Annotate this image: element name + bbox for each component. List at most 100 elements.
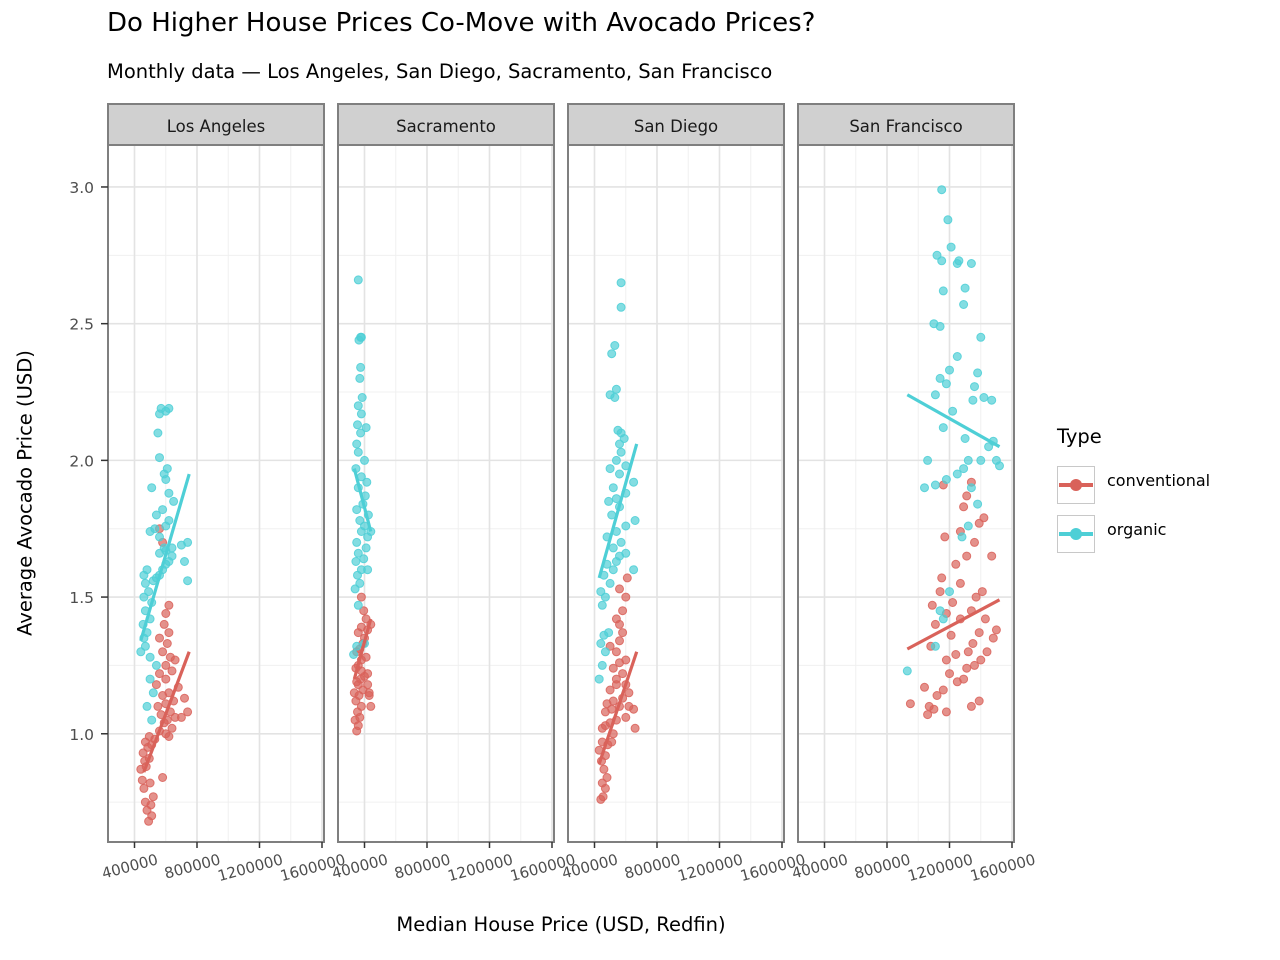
data-point-conventional xyxy=(951,650,961,659)
data-point-organic xyxy=(941,379,951,389)
data-point-organic xyxy=(930,390,940,400)
facet-strip-label: Los Angeles xyxy=(167,117,266,136)
data-point-organic xyxy=(621,521,631,531)
data-point-conventional xyxy=(140,797,150,807)
data-point-organic xyxy=(611,384,621,394)
data-point-organic xyxy=(355,516,365,525)
data-point-organic xyxy=(935,373,945,383)
data-point-organic xyxy=(155,532,164,542)
data-point-organic xyxy=(604,496,614,506)
data-point-organic xyxy=(151,510,161,520)
data-point-organic xyxy=(948,406,958,416)
data-point-conventional xyxy=(621,655,631,665)
x-tick-label: 1600000 xyxy=(968,850,1037,885)
data-point-conventional xyxy=(974,628,984,638)
data-point-organic xyxy=(608,483,618,493)
facet-strip xyxy=(107,103,325,146)
y-tick-label: 1.5 xyxy=(69,589,94,607)
data-point-organic xyxy=(902,666,912,676)
data-point-organic xyxy=(352,439,362,449)
data-point-organic xyxy=(144,587,154,597)
data-point-conventional xyxy=(980,614,990,624)
data-point-organic xyxy=(938,423,948,433)
trend-line-conventional xyxy=(597,651,639,765)
data-point-organic xyxy=(359,554,369,564)
trend-line-organic xyxy=(352,468,373,532)
data-point-conventional xyxy=(137,775,147,785)
data-point-organic xyxy=(611,455,621,465)
data-point-organic xyxy=(596,639,606,648)
data-point-conventional xyxy=(946,630,956,640)
data-point-conventional xyxy=(162,639,172,648)
data-point-conventional xyxy=(955,578,965,588)
trend-line-organic xyxy=(139,473,191,642)
chart-subtitle: Monthly data — Los Angeles, San Diego, S… xyxy=(107,60,773,83)
data-point-conventional xyxy=(941,655,951,665)
data-point-conventional xyxy=(356,622,366,632)
data-point-conventional xyxy=(624,688,634,698)
data-point-organic xyxy=(355,373,365,383)
data-point-organic xyxy=(959,300,969,309)
data-point-organic xyxy=(353,548,363,558)
data-point-organic xyxy=(616,537,626,547)
data-point-organic xyxy=(935,321,945,331)
data-point-conventional xyxy=(364,688,374,698)
data-point-conventional xyxy=(905,699,915,709)
data-point-conventional xyxy=(608,696,618,706)
data-point-organic xyxy=(352,641,362,651)
x-tick-label: 800000 xyxy=(852,850,912,882)
x-axis-label: Median House Price (USD, Redfin) xyxy=(396,913,726,936)
data-point-organic xyxy=(621,548,631,558)
data-point-organic xyxy=(937,185,947,195)
legend-dot-conventional xyxy=(1070,479,1082,491)
x-tick-label: 1200000 xyxy=(216,850,285,885)
data-point-conventional xyxy=(974,696,984,706)
data-point-conventional xyxy=(615,584,624,594)
data-point-conventional xyxy=(970,537,979,547)
panel-background xyxy=(798,145,1014,842)
data-point-organic xyxy=(183,537,193,547)
data-point-conventional xyxy=(161,674,171,684)
data-point-organic xyxy=(920,483,929,493)
x-tick-label: 1200000 xyxy=(446,850,515,885)
data-point-organic xyxy=(952,352,962,361)
legend-label-conventional: conventional xyxy=(1107,471,1211,490)
trend-line-conventional xyxy=(142,651,191,773)
data-point-conventional xyxy=(598,792,608,802)
data-point-organic xyxy=(161,406,171,416)
data-point-organic xyxy=(183,576,193,586)
data-point-organic xyxy=(145,674,155,684)
chart-title: Do Higher House Prices Co-Move with Avoc… xyxy=(107,8,816,38)
data-point-organic xyxy=(352,505,362,515)
facet-strip xyxy=(797,103,1015,146)
data-point-conventional xyxy=(924,701,934,711)
legend-item-conventional: conventional xyxy=(1057,466,1277,506)
data-point-organic xyxy=(147,483,157,493)
data-point-conventional xyxy=(602,773,612,782)
data-point-organic xyxy=(608,565,618,575)
data-point-conventional xyxy=(145,778,155,788)
data-point-organic xyxy=(945,365,954,375)
data-point-organic xyxy=(597,660,607,670)
data-point-organic xyxy=(610,393,620,402)
data-point-conventional xyxy=(930,619,940,629)
data-point-organic xyxy=(148,688,158,698)
data-point-organic xyxy=(960,434,970,443)
data-point-organic xyxy=(164,488,174,498)
data-point-organic xyxy=(158,505,168,515)
data-point-organic xyxy=(987,395,997,405)
data-point-organic xyxy=(151,660,161,670)
data-point-conventional xyxy=(979,513,989,523)
data-point-organic xyxy=(363,565,373,575)
data-point-organic xyxy=(930,641,940,651)
data-point-organic xyxy=(356,409,366,419)
data-point-conventional xyxy=(945,669,954,679)
data-point-organic xyxy=(605,464,615,474)
data-point-conventional xyxy=(621,712,631,722)
data-point-conventional xyxy=(968,639,978,648)
data-point-conventional xyxy=(948,598,958,607)
data-point-organic xyxy=(597,600,607,610)
x-tick-label: 800000 xyxy=(392,850,452,882)
data-point-organic xyxy=(164,516,174,525)
